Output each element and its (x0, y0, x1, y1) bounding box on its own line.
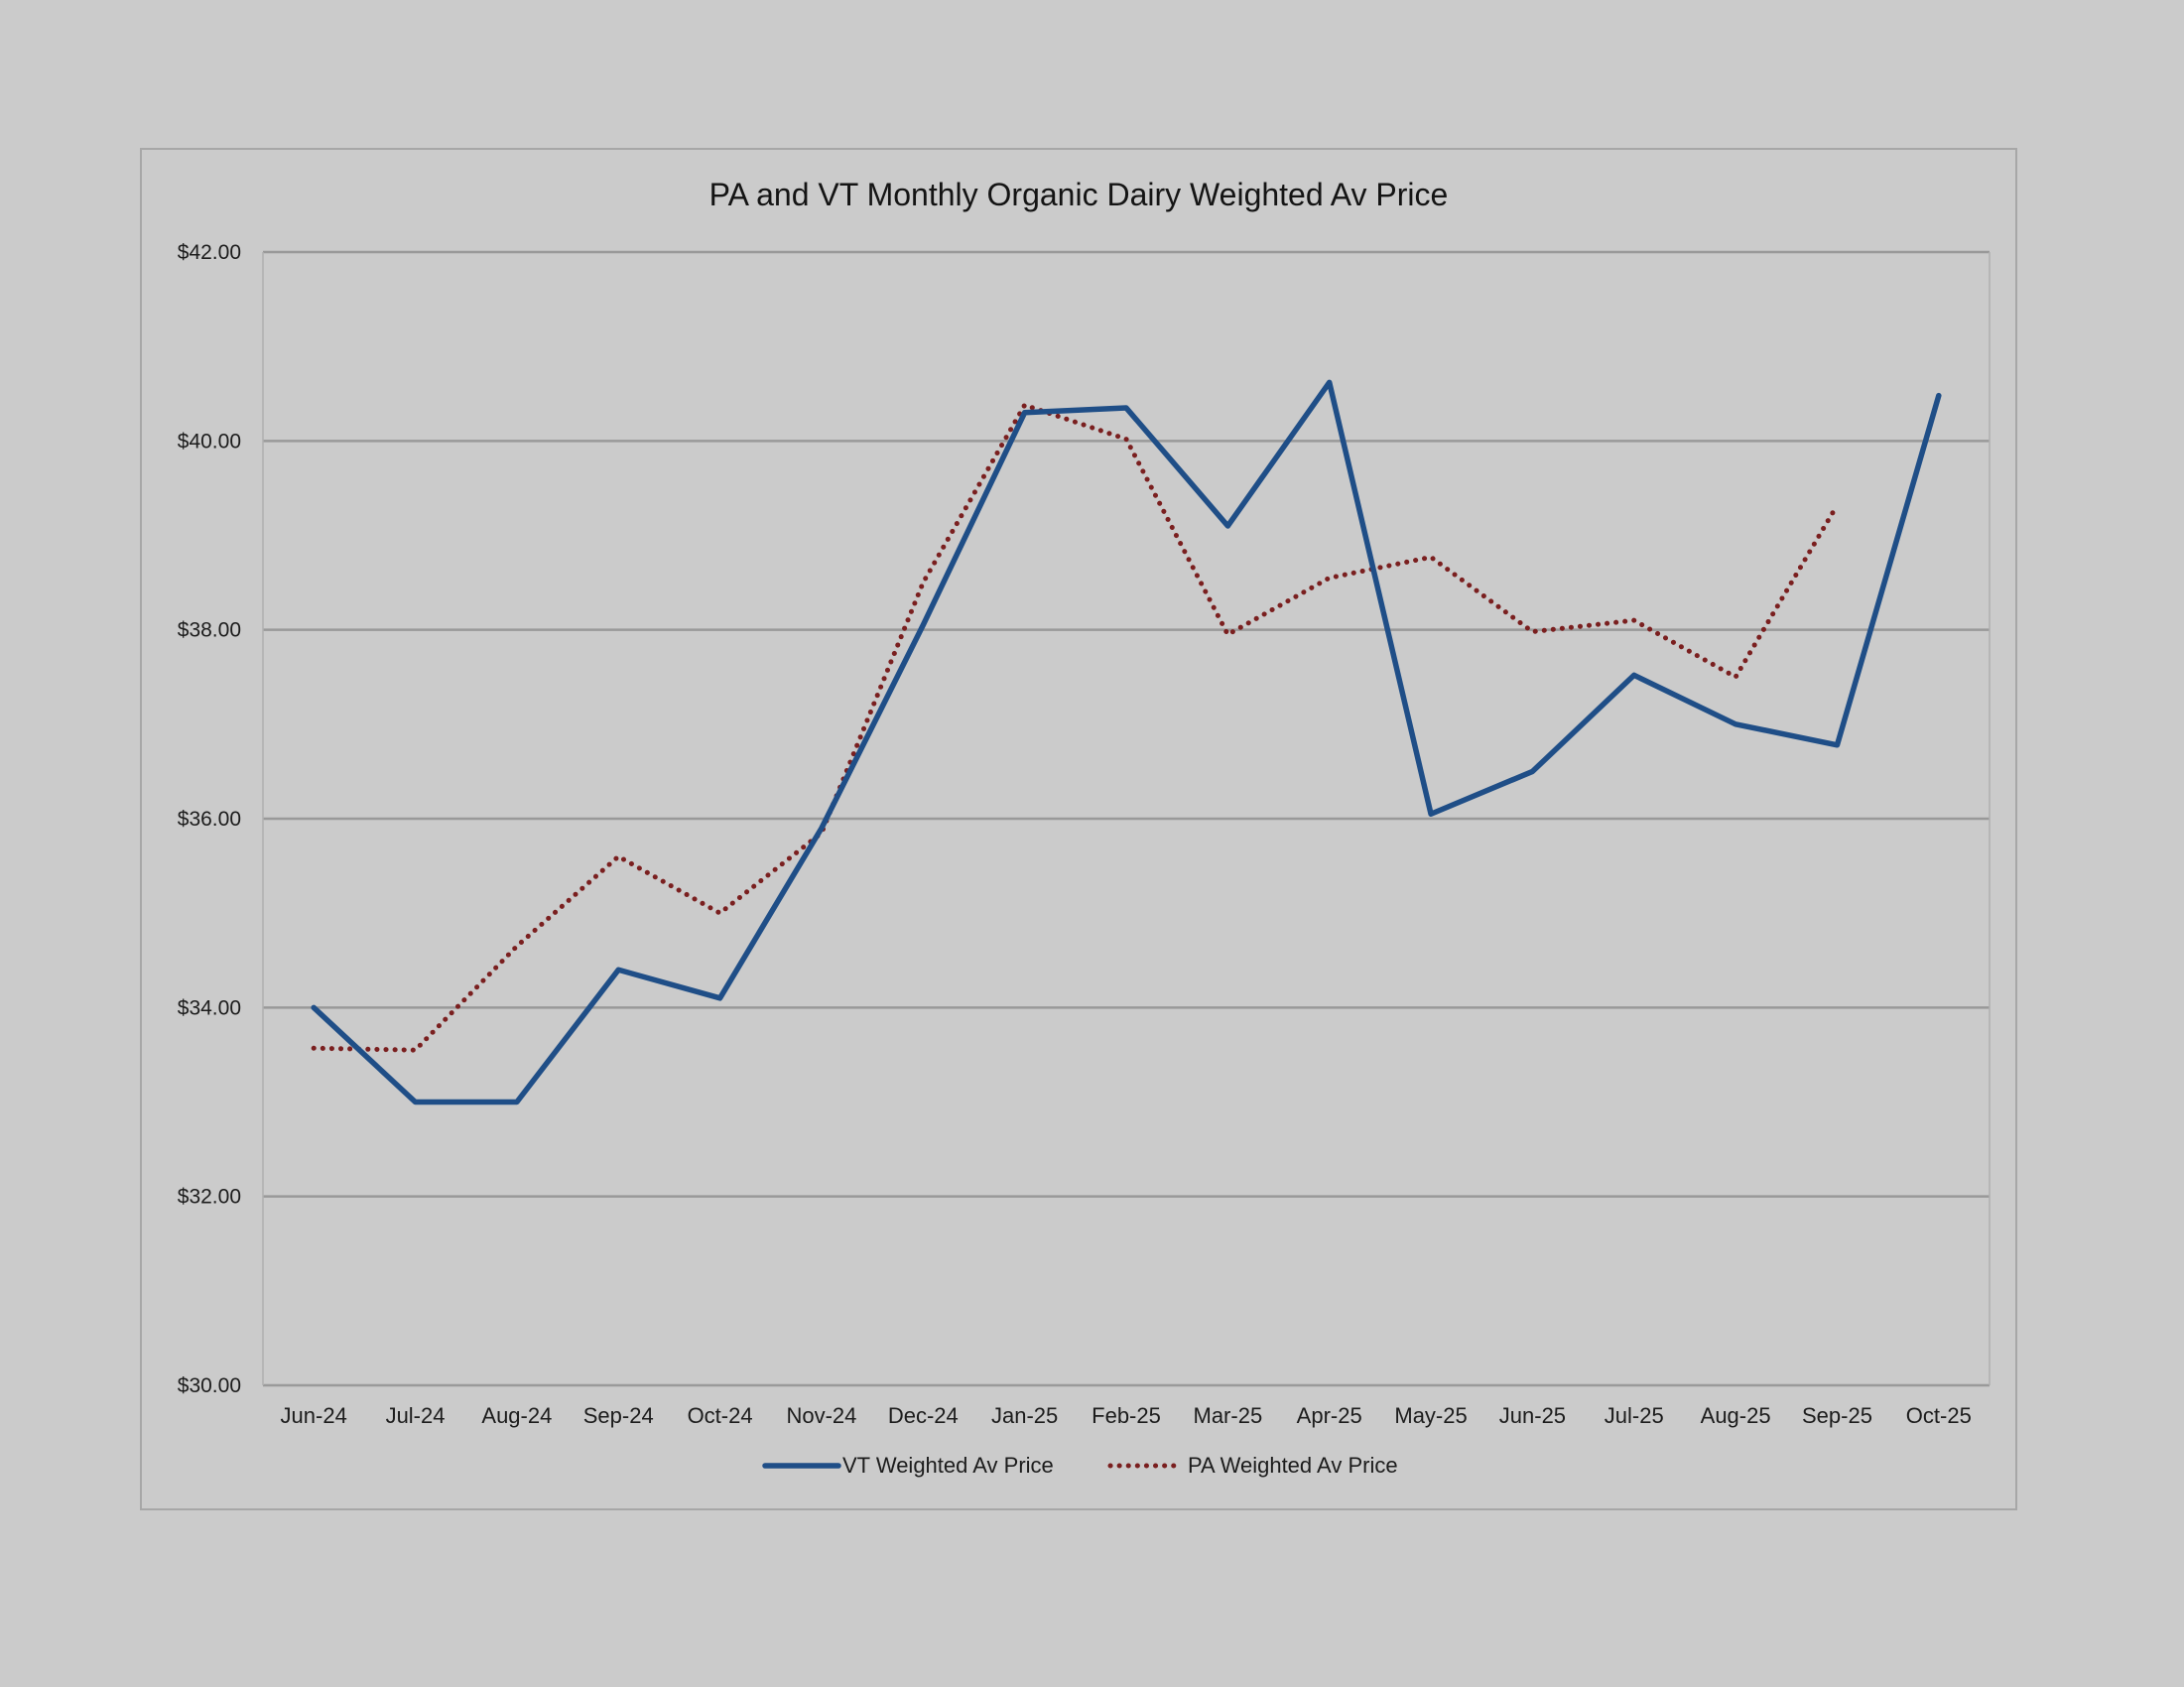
x-tick-label: Jul-24 (386, 1403, 446, 1428)
x-tick-label: Sep-24 (583, 1403, 654, 1428)
x-tick-label: Aug-25 (1701, 1403, 1771, 1428)
x-tick-label: Apr-25 (1297, 1403, 1362, 1428)
y-tick-label: $38.00 (178, 619, 241, 642)
legend-pa-label: PA Weighted Av Price (1188, 1453, 1398, 1478)
chart-title: PA and VT Monthly Organic Dairy Weighted… (709, 177, 1449, 212)
chart-svg: PA and VT Monthly Organic Dairy Weighted… (178, 177, 1991, 1478)
series-line-pa (311, 402, 1840, 1053)
x-tick-label: Jan-25 (991, 1403, 1058, 1428)
y-tick-label: $34.00 (178, 996, 241, 1019)
legend: VT Weighted Av Price PA Weighted Av Price (762, 1453, 1398, 1478)
x-tick-label: Sep-25 (1802, 1403, 1872, 1428)
y-tick-label: $32.00 (178, 1186, 241, 1209)
x-axis-ticks: Jun-24 Jul-24 Aug-24 Sep-24 Oct-24 Nov-24 Dec-… (281, 1403, 1972, 1428)
x-tick-label: Jul-25 (1605, 1403, 1664, 1428)
x-tick-label: Jun-24 (281, 1403, 347, 1428)
x-tick-label: May-25 (1394, 1403, 1467, 1428)
x-tick-label: Dec-24 (888, 1403, 959, 1428)
y-tick-label: $42.00 (178, 241, 241, 264)
legend-vt-label: VT Weighted Av Price (842, 1453, 1054, 1478)
x-tick-label: Oct-25 (1906, 1403, 1972, 1428)
y-tick-label: $30.00 (178, 1374, 241, 1397)
x-tick-label: Oct-24 (688, 1403, 753, 1428)
y-tick-label: $40.00 (178, 430, 241, 453)
x-tick-label: Feb-25 (1092, 1403, 1161, 1428)
y-tick-label: $36.00 (178, 808, 241, 831)
x-tick-label: Jun-25 (1499, 1403, 1566, 1428)
chart-frame: PA and VT Monthly Organic Dairy Weighted… (140, 148, 2017, 1510)
x-tick-label: Aug-24 (481, 1403, 552, 1428)
x-tick-label: Mar-25 (1194, 1403, 1263, 1428)
y-axis-ticks: $30.00 $32.00 $34.00 $36.00 $38.00 $40.00 $42.… (178, 241, 241, 1397)
series-line-vt (311, 379, 1942, 1105)
x-tick-label: Nov-24 (786, 1403, 856, 1428)
series-layer (311, 379, 1942, 1105)
grid-lines (262, 250, 1991, 1387)
